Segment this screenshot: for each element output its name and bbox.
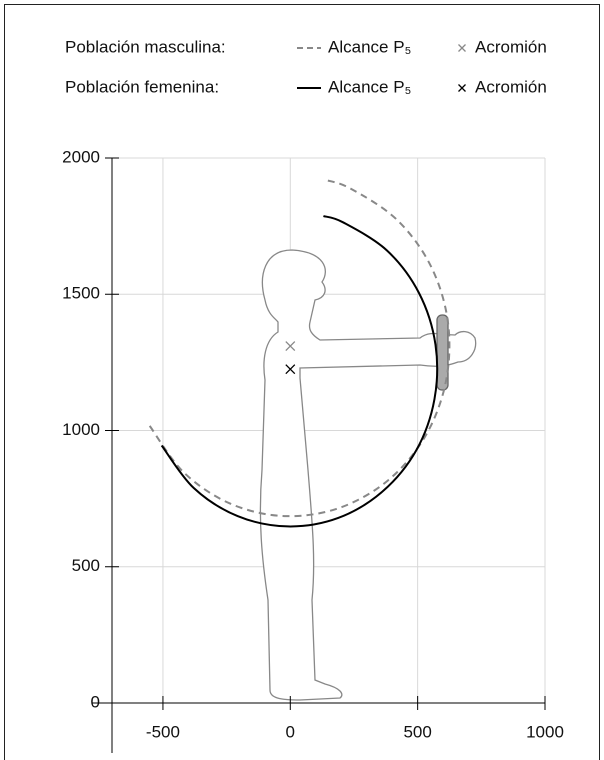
legend-group-label: Población femenina:: [65, 77, 219, 96]
legend-label: Acromión: [475, 77, 547, 96]
y-tick-label: 500: [72, 556, 100, 575]
chart: -500 0 500 1000 0 500 1000 1500 2000 Población ma…: [0, 0, 604, 760]
y-tick-label: 1000: [62, 420, 100, 439]
legend-label: Alcance P₅: [328, 37, 411, 56]
x-tick-label: -500: [146, 722, 180, 741]
legend-label: Acromión: [475, 37, 547, 56]
y-tick-label: 0: [91, 692, 100, 711]
legend-marker: [459, 85, 466, 92]
y-tick-label: 2000: [62, 147, 100, 166]
y-tick-label: 1500: [62, 284, 100, 303]
x-tick-label: 1000: [526, 722, 564, 741]
legend-marker: [459, 45, 466, 52]
x-tick-label: 500: [403, 722, 431, 741]
legend-label: Alcance P₅: [328, 77, 411, 96]
figure: [260, 250, 475, 700]
legend-group-label: Población masculina:: [65, 37, 226, 56]
x-tick-label: 0: [286, 722, 295, 741]
